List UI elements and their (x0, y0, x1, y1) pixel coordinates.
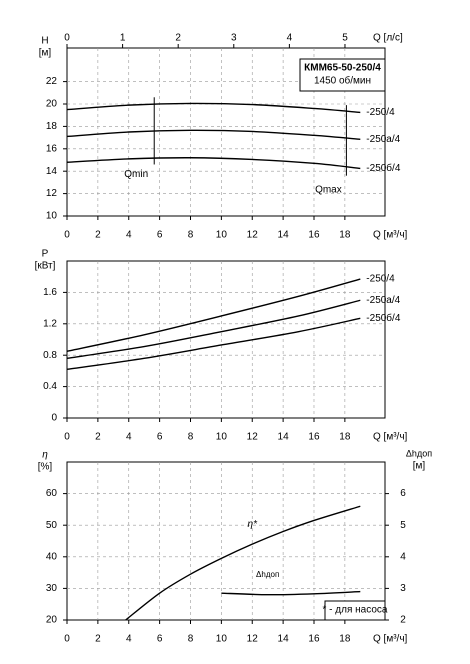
x2-axis-label: Q [л/с] (373, 33, 403, 44)
x-tick-label: 12 (247, 230, 259, 241)
x-tick-label: 10 (216, 634, 228, 645)
x-tick-label: 4 (126, 432, 132, 443)
x-tick-label: 12 (247, 432, 259, 443)
x-tick-label: 4 (126, 634, 132, 645)
annotation-text: * - для насоса (323, 605, 388, 616)
series-label: -250а/4 (366, 134, 400, 145)
y-tick-label: 0.8 (43, 350, 57, 361)
x-tick-label: 16 (308, 634, 320, 645)
series-label: Δhдоп (256, 570, 279, 579)
series-line (66, 278, 361, 352)
x-tick-label: 0 (64, 432, 70, 443)
y-tick-label: 1.2 (43, 318, 57, 329)
series-label: -250/4 (366, 107, 395, 118)
x-tick-label: 16 (308, 230, 320, 241)
x-tick-label: 0 (64, 230, 70, 241)
x-tick-label: 0 (64, 634, 70, 645)
x-tick-label: 10 (216, 432, 228, 443)
y-tick-label: 12 (46, 188, 58, 199)
x-tick-label: 6 (157, 432, 163, 443)
plot-frame (66, 461, 386, 621)
x2-tick-label: 2 (175, 33, 181, 44)
plot-frame (66, 47, 386, 217)
x-tick-label: 2 (95, 432, 101, 443)
y-tick-label: 30 (46, 583, 58, 594)
series-line (66, 299, 361, 360)
y2-axis-unit: [м] (413, 461, 426, 472)
x2-tick-label: 1 (120, 33, 126, 44)
y-tick-label: 1.6 (43, 287, 57, 298)
x-tick-label: 6 (157, 230, 163, 241)
y-tick-label: 50 (46, 520, 58, 531)
limit-label: Qmax (315, 184, 342, 195)
x-tick-label: 18 (339, 230, 351, 241)
y2-tick-label: 3 (400, 583, 406, 594)
y-tick-label: 20 (46, 615, 58, 626)
x-tick-label: 2 (95, 230, 101, 241)
x-tick-label: 18 (339, 432, 351, 443)
x-tick-label: 8 (188, 634, 194, 645)
y-tick-label: 16 (46, 143, 58, 154)
y2-tick-label: 4 (400, 551, 406, 562)
annotation-text: 1450 об/мин (314, 75, 371, 87)
y-tick-label: 20 (46, 99, 58, 110)
y-tick-label: 18 (46, 121, 58, 132)
annotation-text: КММ65-50-250/4 (304, 63, 381, 74)
series-line (66, 317, 361, 371)
y-axis-label: η (42, 450, 48, 461)
x-tick-label: 18 (339, 634, 351, 645)
x-tick-label: 10 (216, 230, 228, 241)
series-line (66, 129, 361, 140)
x2-tick-label: 0 (64, 33, 70, 44)
x-tick-label: 16 (308, 432, 320, 443)
plot-frame (66, 260, 386, 419)
x-axis-label: Q [м³/ч] (373, 634, 408, 645)
y-tick-label: 22 (46, 76, 58, 87)
series-label: -250а/4 (366, 295, 400, 306)
x-tick-label: 14 (278, 432, 290, 443)
series-label: -250б/4 (366, 162, 401, 174)
x-tick-label: 8 (188, 230, 194, 241)
y2-tick-label: 5 (400, 520, 406, 531)
y-tick-label: 40 (46, 551, 58, 562)
y-axis-unit: [м] (39, 48, 52, 59)
y2-axis-label: Δhдоп (406, 448, 432, 458)
series-label: -250б/4 (366, 312, 401, 324)
series-label: -250/4 (366, 274, 395, 285)
x-tick-label: 14 (278, 634, 290, 645)
x-tick-label: 4 (126, 230, 132, 241)
y2-tick-label: 2 (400, 615, 406, 626)
y-tick-label: 10 (46, 211, 58, 222)
limit-label: Qmin (124, 169, 148, 180)
annotation-box (299, 58, 386, 92)
x-tick-label: 14 (278, 230, 290, 241)
x-axis-label: Q [м³/ч] (373, 230, 408, 241)
y-axis-label: P (42, 249, 49, 260)
x-tick-label: 2 (95, 634, 101, 645)
y-axis-unit: [%] (38, 462, 53, 473)
x-axis-label: Q [м³/ч] (373, 432, 408, 443)
series-line (66, 102, 361, 114)
y-tick-label: 0.4 (43, 381, 57, 392)
annotation-box (324, 600, 386, 621)
series-label: η* (248, 519, 259, 530)
x-tick-label: 12 (247, 634, 259, 645)
y-axis-label: H (41, 36, 48, 47)
y-tick-label: 14 (46, 166, 58, 177)
series-line (66, 157, 361, 170)
x2-tick-label: 3 (231, 33, 237, 44)
y2-tick-label: 6 (400, 488, 406, 499)
y-axis-unit: [кВт] (35, 261, 56, 272)
x-tick-label: 6 (157, 634, 163, 645)
x-tick-label: 8 (188, 432, 194, 443)
series-line (125, 505, 361, 621)
y-tick-label: 0 (51, 413, 57, 424)
series-line (221, 590, 361, 596)
x2-tick-label: 5 (342, 33, 348, 44)
x2-tick-label: 4 (287, 33, 293, 44)
y-tick-label: 60 (46, 488, 58, 499)
